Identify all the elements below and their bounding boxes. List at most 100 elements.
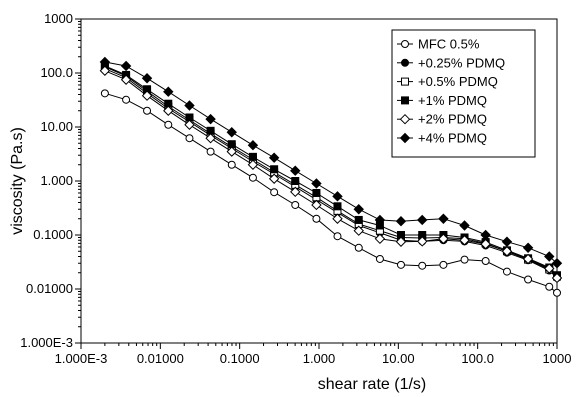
data-point bbox=[205, 133, 216, 144]
data-point bbox=[395, 216, 407, 227]
legend-label: +4% PDMQ bbox=[418, 131, 487, 146]
data-point bbox=[184, 100, 195, 111]
y-axis-ticks: 1.000E-3 0.01000 0.1000 1.000 10.00 100.0 1000 bbox=[20, 11, 81, 350]
y-tick-label: 10.00 bbox=[40, 119, 73, 134]
data-point bbox=[353, 225, 364, 236]
data-point bbox=[143, 106, 152, 115]
data-point bbox=[522, 242, 534, 253]
data-point bbox=[417, 236, 428, 247]
data-point bbox=[311, 199, 322, 211]
data-point bbox=[290, 165, 301, 176]
legend-item: MFC 0.5% bbox=[397, 37, 480, 52]
legend-item: +2% PDMQ bbox=[397, 112, 487, 127]
data-point bbox=[544, 251, 555, 262]
y-tick-label: 1.000 bbox=[40, 173, 73, 188]
data-point bbox=[120, 60, 132, 72]
x-tick-label: 0.1000 bbox=[220, 351, 260, 366]
data-point bbox=[332, 191, 343, 202]
y-axis-label: viscosity (Pa.s) bbox=[9, 127, 26, 235]
data-point bbox=[247, 140, 259, 151]
data-point bbox=[291, 177, 300, 185]
legend-marker bbox=[401, 96, 409, 105]
data-point bbox=[480, 229, 491, 241]
legend-label: +0.25% PDMQ bbox=[418, 55, 505, 70]
data-point bbox=[122, 95, 131, 104]
data-point bbox=[522, 253, 534, 265]
legend-label: +0.5% PDMQ bbox=[418, 74, 498, 89]
data-point bbox=[333, 202, 342, 211]
series-layer bbox=[99, 56, 563, 297]
legend-marker bbox=[401, 58, 409, 67]
series-6 bbox=[99, 56, 563, 269]
data-point bbox=[141, 90, 153, 101]
data-point bbox=[353, 204, 364, 215]
y-tick-label: 1000 bbox=[44, 11, 73, 26]
y-tick-label: 100.0 bbox=[40, 65, 73, 80]
y-tick-label: 0.01000 bbox=[26, 281, 73, 296]
x-axis-ticks: 1.000E-3 0.01000 0.1000 1.000 10.00 100.0 1000 bbox=[55, 343, 572, 366]
legend-marker bbox=[399, 132, 411, 144]
data-point bbox=[163, 86, 174, 97]
data-point bbox=[268, 152, 280, 163]
data-point bbox=[185, 134, 194, 143]
data-point bbox=[184, 119, 195, 130]
data-point bbox=[100, 89, 109, 98]
data-point bbox=[459, 220, 470, 231]
data-point bbox=[290, 186, 301, 198]
data-point bbox=[396, 260, 405, 269]
x-axis-label: shear rate (1/s) bbox=[318, 376, 426, 393]
data-point bbox=[291, 200, 300, 209]
legend-marker bbox=[401, 40, 409, 48]
data-point bbox=[502, 267, 511, 276]
series-5 bbox=[99, 65, 563, 284]
data-point bbox=[524, 275, 533, 284]
legend: MFC 0.5% +0.25% PDMQ +0.5% PDMQ +1% PDMQ +2%… bbox=[391, 29, 536, 158]
x-tick-label: 1000 bbox=[543, 351, 572, 366]
data-point bbox=[459, 235, 470, 246]
data-point bbox=[247, 159, 259, 170]
legend-label: MFC 0.5% bbox=[418, 37, 480, 52]
data-point bbox=[553, 288, 561, 297]
x-tick-label: 10.00 bbox=[382, 351, 415, 366]
legend-box bbox=[391, 29, 536, 158]
legend-item: +0.5% PDMQ bbox=[397, 74, 498, 89]
data-point bbox=[354, 243, 363, 252]
data-point bbox=[226, 146, 237, 157]
data-point bbox=[551, 272, 563, 284]
data-point bbox=[375, 254, 384, 263]
data-point bbox=[481, 257, 490, 266]
data-point bbox=[501, 236, 513, 247]
data-point bbox=[99, 65, 111, 76]
data-point bbox=[460, 255, 469, 264]
data-point bbox=[248, 152, 257, 161]
data-point bbox=[438, 233, 449, 245]
data-point bbox=[141, 73, 153, 84]
data-point bbox=[99, 56, 111, 68]
data-point bbox=[270, 165, 279, 174]
data-point bbox=[120, 74, 132, 85]
data-point bbox=[333, 232, 342, 241]
data-point bbox=[311, 178, 322, 189]
data-point bbox=[374, 214, 386, 226]
y-tick-label: 0.1000 bbox=[33, 227, 73, 242]
data-point bbox=[312, 188, 321, 197]
legend-label: +2% PDMQ bbox=[418, 112, 487, 127]
legend-item: +0.25% PDMQ bbox=[397, 55, 505, 70]
data-point bbox=[438, 213, 449, 224]
data-point bbox=[545, 282, 554, 291]
y-tick-label: 1.000E-3 bbox=[20, 335, 73, 350]
data-point bbox=[418, 261, 427, 270]
data-point bbox=[312, 214, 321, 223]
data-point bbox=[544, 263, 555, 274]
data-point bbox=[268, 173, 280, 184]
legend-marker bbox=[399, 113, 411, 125]
data-point bbox=[417, 214, 428, 226]
legend-marker bbox=[401, 77, 409, 86]
data-point bbox=[163, 105, 174, 116]
x-tick-label: 0.01000 bbox=[137, 351, 184, 366]
data-point bbox=[395, 236, 407, 247]
legend-label: +1% PDMQ bbox=[418, 93, 487, 108]
data-point bbox=[480, 238, 491, 250]
x-tick-label: 100.0 bbox=[461, 351, 494, 366]
